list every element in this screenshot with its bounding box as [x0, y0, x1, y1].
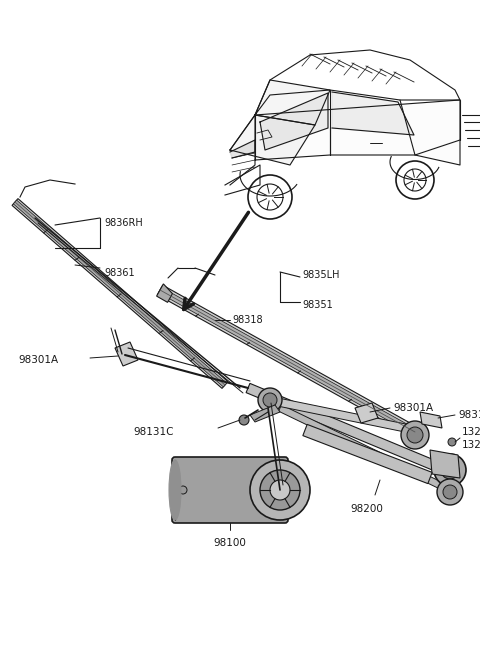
Polygon shape — [255, 100, 460, 165]
Circle shape — [434, 454, 466, 486]
Polygon shape — [156, 284, 172, 303]
Circle shape — [407, 427, 423, 443]
Polygon shape — [303, 424, 432, 483]
Circle shape — [250, 460, 310, 520]
Polygon shape — [255, 80, 330, 125]
Polygon shape — [230, 140, 255, 158]
Circle shape — [443, 485, 457, 499]
Polygon shape — [13, 200, 227, 387]
Circle shape — [437, 479, 463, 505]
Circle shape — [401, 421, 429, 449]
Polygon shape — [250, 405, 280, 422]
Text: 98100: 98100 — [214, 538, 246, 548]
Circle shape — [441, 461, 459, 479]
Polygon shape — [115, 342, 138, 366]
Circle shape — [239, 415, 249, 425]
Text: 9836RH: 9836RH — [104, 218, 143, 228]
Text: 98361: 98361 — [104, 268, 134, 278]
Polygon shape — [332, 92, 414, 135]
Ellipse shape — [169, 460, 181, 520]
Polygon shape — [230, 115, 315, 165]
Polygon shape — [420, 412, 442, 428]
Polygon shape — [355, 403, 378, 423]
Polygon shape — [260, 93, 328, 150]
Polygon shape — [279, 405, 451, 493]
Text: 1327AD: 1327AD — [462, 440, 480, 450]
Text: 98318: 98318 — [458, 410, 480, 420]
Text: 98200: 98200 — [350, 504, 383, 514]
Text: 9835LH: 9835LH — [302, 270, 339, 280]
Circle shape — [270, 480, 290, 500]
Polygon shape — [12, 198, 228, 388]
Text: 98301A: 98301A — [18, 355, 58, 365]
FancyBboxPatch shape — [172, 457, 288, 523]
Text: 98318: 98318 — [232, 315, 263, 325]
Circle shape — [263, 393, 277, 407]
Circle shape — [260, 470, 300, 510]
Text: 98131C: 98131C — [133, 427, 173, 437]
Text: 1327AC: 1327AC — [462, 427, 480, 437]
Polygon shape — [157, 285, 418, 437]
Polygon shape — [430, 450, 460, 478]
Circle shape — [258, 388, 282, 412]
Text: 98301A: 98301A — [393, 403, 433, 413]
Polygon shape — [246, 383, 452, 477]
Polygon shape — [267, 396, 416, 434]
Polygon shape — [158, 288, 417, 435]
Circle shape — [179, 486, 187, 494]
Circle shape — [448, 438, 456, 446]
Text: 98351: 98351 — [302, 300, 333, 310]
